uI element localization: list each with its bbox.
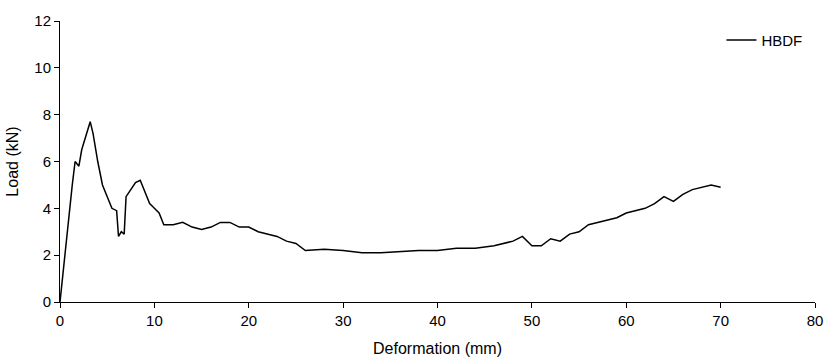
svg-text:70: 70 bbox=[712, 312, 729, 329]
svg-text:80: 80 bbox=[807, 312, 824, 329]
svg-text:0: 0 bbox=[43, 293, 51, 310]
svg-text:6: 6 bbox=[43, 153, 51, 170]
svg-text:4: 4 bbox=[43, 200, 51, 217]
svg-text:Deformation (mm): Deformation (mm) bbox=[373, 340, 502, 357]
svg-text:30: 30 bbox=[335, 312, 352, 329]
svg-text:12: 12 bbox=[34, 12, 51, 29]
svg-text:10: 10 bbox=[146, 312, 163, 329]
svg-text:50: 50 bbox=[524, 312, 541, 329]
svg-text:2: 2 bbox=[43, 246, 51, 263]
svg-text:40: 40 bbox=[429, 312, 446, 329]
svg-text:10: 10 bbox=[34, 59, 51, 76]
svg-text:0: 0 bbox=[56, 312, 64, 329]
svg-text:20: 20 bbox=[240, 312, 257, 329]
svg-text:8: 8 bbox=[43, 106, 51, 123]
svg-text:60: 60 bbox=[618, 312, 635, 329]
svg-text:HBDF: HBDF bbox=[761, 32, 802, 49]
svg-text:Load (kN): Load (kN) bbox=[4, 126, 21, 196]
